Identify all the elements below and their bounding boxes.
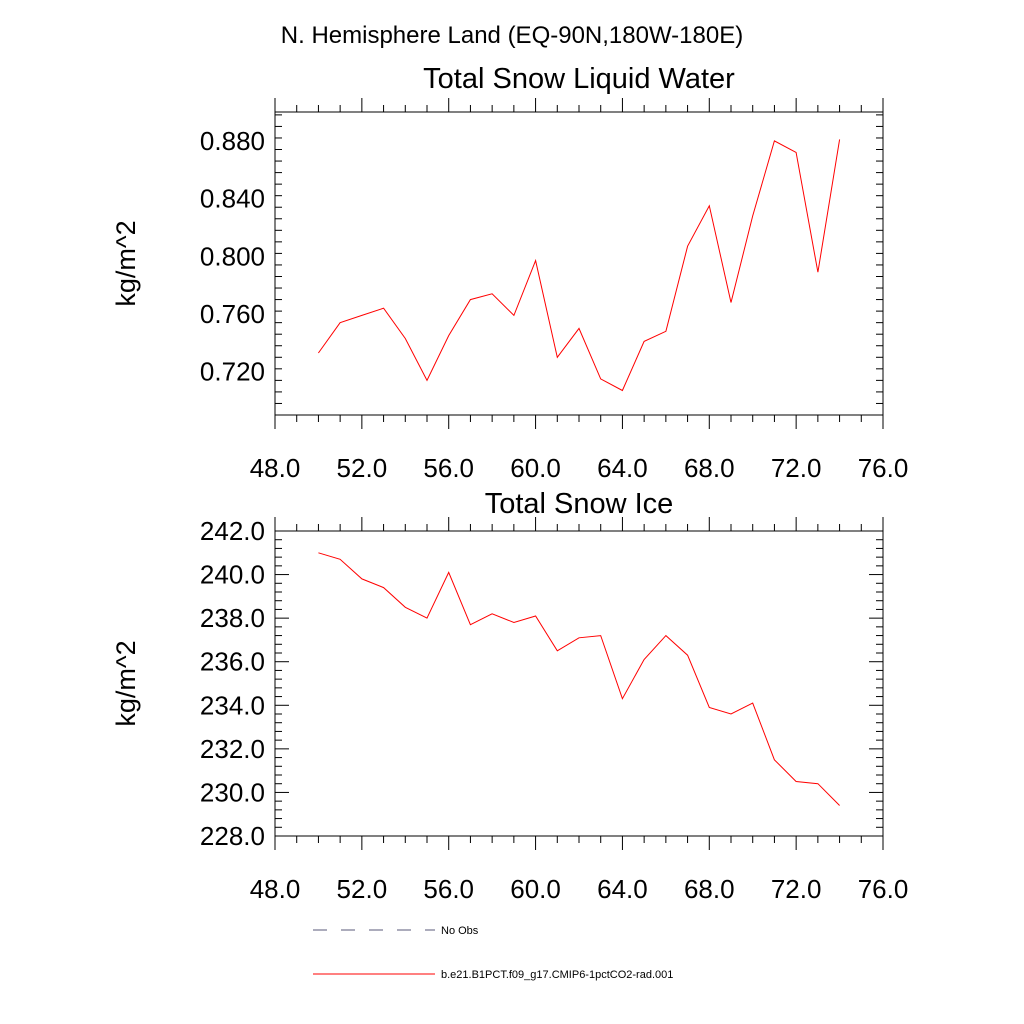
plot-frame xyxy=(274,111,884,416)
y-tick-label: 0.800 xyxy=(200,241,265,271)
x-tick-label: 72.0 xyxy=(771,874,822,904)
y-tick-label: 242.0 xyxy=(200,516,265,546)
x-tick-label: 68.0 xyxy=(684,453,735,483)
x-tick-label: 68.0 xyxy=(684,874,735,904)
x-tick-label: 60.0 xyxy=(510,874,561,904)
y-tick-label: 234.0 xyxy=(200,690,265,720)
x-tick-label: 64.0 xyxy=(597,874,648,904)
y-tick-label: 232.0 xyxy=(200,734,265,764)
panel-snow-liquid-water: Total Snow Liquid Water 48.0 52.0 56.0 60.0 6… xyxy=(111,63,908,483)
y-tick-label: 228.0 xyxy=(200,821,265,851)
series-line xyxy=(317,139,841,392)
y-tick-label: 0.840 xyxy=(200,184,265,214)
x-tick-label: 52.0 xyxy=(337,453,388,483)
region-title: N. Hemisphere Land (EQ-90N,180W-180E) xyxy=(281,22,743,49)
chart-title: Total Snow Ice xyxy=(485,488,674,520)
series-line xyxy=(318,552,840,806)
y-tick-label: 0.720 xyxy=(200,357,265,387)
x-tick-label: 76.0 xyxy=(858,874,909,904)
x-tick-label: 72.0 xyxy=(771,453,822,483)
x-tick-label: 60.0 xyxy=(510,453,561,483)
x-tick-label: 48.0 xyxy=(250,453,301,483)
x-tick-label: 56.0 xyxy=(423,874,474,904)
legend-label-model-run: b.e21.B1PCT.f09_g17.CMIP6-1pctCO2-rad.00… xyxy=(441,969,673,981)
y-tick-label: 230.0 xyxy=(200,777,265,807)
legend: No Obs b.e21.B1PCT.f09_g17.CMIP6-1pctCO2… xyxy=(313,925,673,981)
y-tick-label: 0.760 xyxy=(200,299,265,329)
y-tick-label: 0.880 xyxy=(200,126,265,156)
y-tick-label: 238.0 xyxy=(200,603,265,633)
legend-label-no-obs: No Obs xyxy=(441,925,479,937)
y-tick-label: 236.0 xyxy=(200,647,265,677)
chart-title: Total Snow Liquid Water xyxy=(423,63,735,95)
panel-snow-ice: Total Snow Ice 48.0 52.0 56.0 60.0 64.0 68.0 72… xyxy=(111,488,908,904)
x-tick-label: 64.0 xyxy=(597,453,648,483)
y-axis-label: kg/m^2 xyxy=(111,220,141,306)
x-tick-label: 48.0 xyxy=(250,874,301,904)
plot-frame xyxy=(274,530,884,837)
x-tick-label: 76.0 xyxy=(858,453,909,483)
x-tick-label: 56.0 xyxy=(423,453,474,483)
y-tick-label: 240.0 xyxy=(200,560,265,590)
y-axis-label: kg/m^2 xyxy=(111,640,141,726)
x-tick-label: 52.0 xyxy=(337,874,388,904)
